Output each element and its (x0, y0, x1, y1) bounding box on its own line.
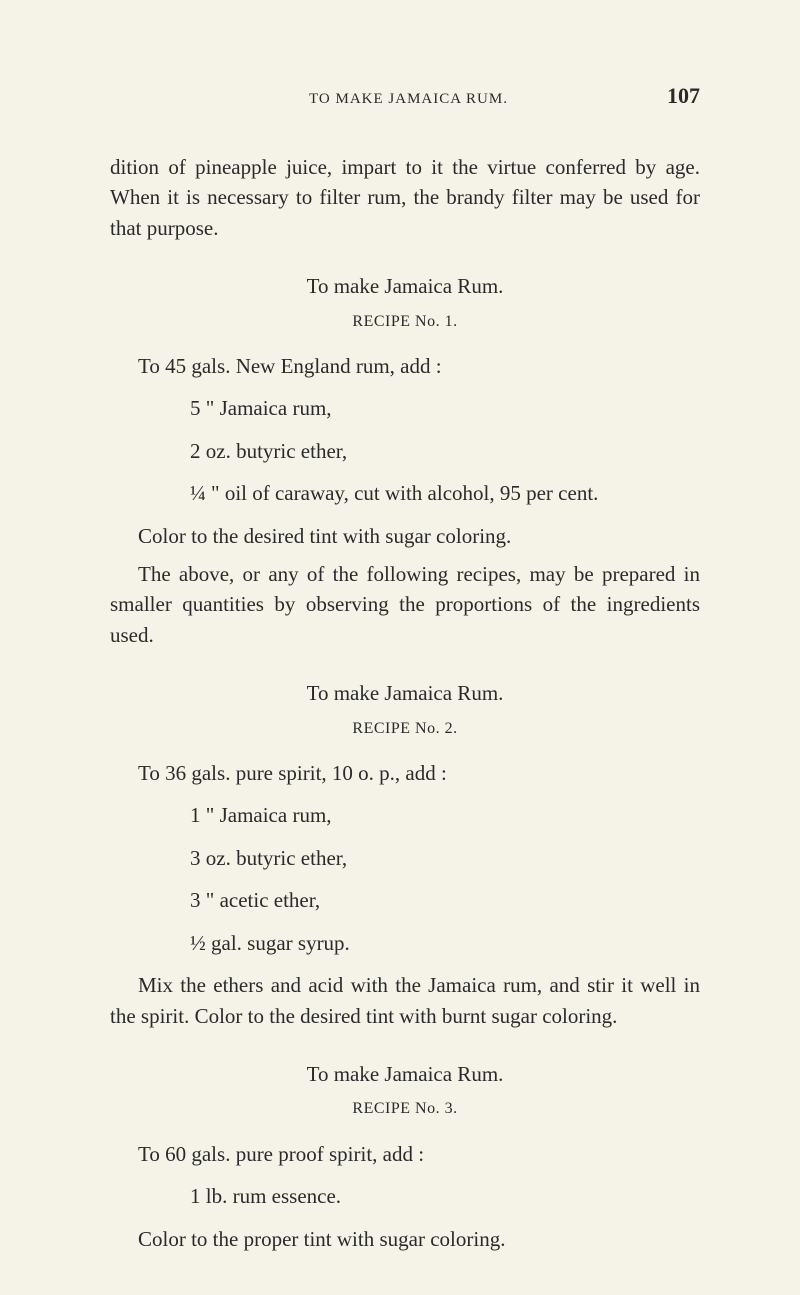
recipe-1-line-0: To 45 gals. New England rum, add : (110, 351, 700, 381)
page-number: 107 (667, 80, 700, 112)
recipe-3-line-1: 1 lb. rum essence. (110, 1181, 700, 1211)
recipe-1-line-1: 5 " Jamaica rum, (110, 393, 700, 423)
recipe-3-title: To make Jamaica Rum. (110, 1059, 700, 1089)
recipe-1-line-2: 2 oz. butyric ether, (110, 436, 700, 466)
recipe-2-line-2: 3 oz. butyric ether, (110, 843, 700, 873)
recipe-3-line-0: To 60 gals. pure proof spirit, add : (110, 1139, 700, 1169)
recipe-2-subtitle: RECIPE No. 2. (110, 717, 700, 740)
recipe-2-line-3: 3 " acetic ether, (110, 885, 700, 915)
recipe-1-para-1: Color to the desired tint with sugar col… (110, 521, 700, 551)
page-header: TO MAKE JAMAICA RUM. 107 (110, 80, 700, 112)
recipe-1-title: To make Jamaica Rum. (110, 271, 700, 301)
recipe-1-line-3: ¼ " oil of caraway, cut with alcohol, 95… (110, 478, 700, 508)
recipe-2-title: To make Jamaica Rum. (110, 678, 700, 708)
recipe-3-para: Color to the proper tint with sugar colo… (110, 1224, 700, 1254)
recipe-2-para: Mix the ethers and acid with the Jamaica… (110, 970, 700, 1031)
recipe-2-line-0: To 36 gals. pure spirit, 10 o. p., add : (110, 758, 700, 788)
running-title: TO MAKE JAMAICA RUM. (150, 89, 667, 111)
recipe-1-subtitle: RECIPE No. 1. (110, 310, 700, 333)
recipe-1-para-2: The above, or any of the following recip… (110, 559, 700, 650)
recipe-2-line-1: 1 " Jamaica rum, (110, 800, 700, 830)
recipe-2-line-4: ½ gal. sugar syrup. (110, 928, 700, 958)
intro-paragraph: dition of pineapple juice, impart to it … (110, 152, 700, 243)
recipe-3-subtitle: RECIPE No. 3. (110, 1097, 700, 1120)
